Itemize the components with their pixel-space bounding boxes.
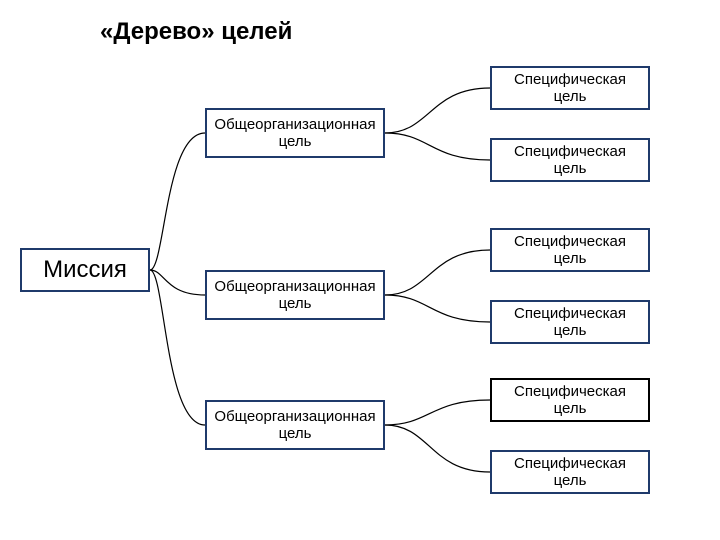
node-spec4: Специфическая цель (490, 300, 650, 344)
node-label: Специфическая цель (498, 305, 642, 340)
diagram-title: «Дерево» целей (100, 18, 292, 46)
node-label: Специфическая цель (498, 71, 642, 106)
node-org3: Общеорганизационная цель (205, 400, 385, 450)
node-label: Специфическая цель (498, 233, 642, 268)
node-org1: Общеорганизационная цель (205, 108, 385, 158)
node-label: Общеорганизационная цель (213, 408, 377, 443)
node-label: Общеорганизационная цель (213, 278, 377, 313)
node-spec1: Специфическая цель (490, 66, 650, 110)
node-spec5: Специфическая цель (490, 378, 650, 422)
node-spec6: Специфическая цель (490, 450, 650, 494)
node-label: Специфическая цель (498, 383, 642, 418)
node-org2: Общеорганизационная цель (205, 270, 385, 320)
node-spec2: Специфическая цель (490, 138, 650, 182)
node-label: Специфическая цель (498, 455, 642, 490)
node-spec3: Специфическая цель (490, 228, 650, 272)
node-label: Миссия (43, 256, 127, 284)
node-label: Общеорганизационная цель (213, 116, 377, 151)
node-mission: Миссия (20, 248, 150, 292)
node-label: Специфическая цель (498, 143, 642, 178)
